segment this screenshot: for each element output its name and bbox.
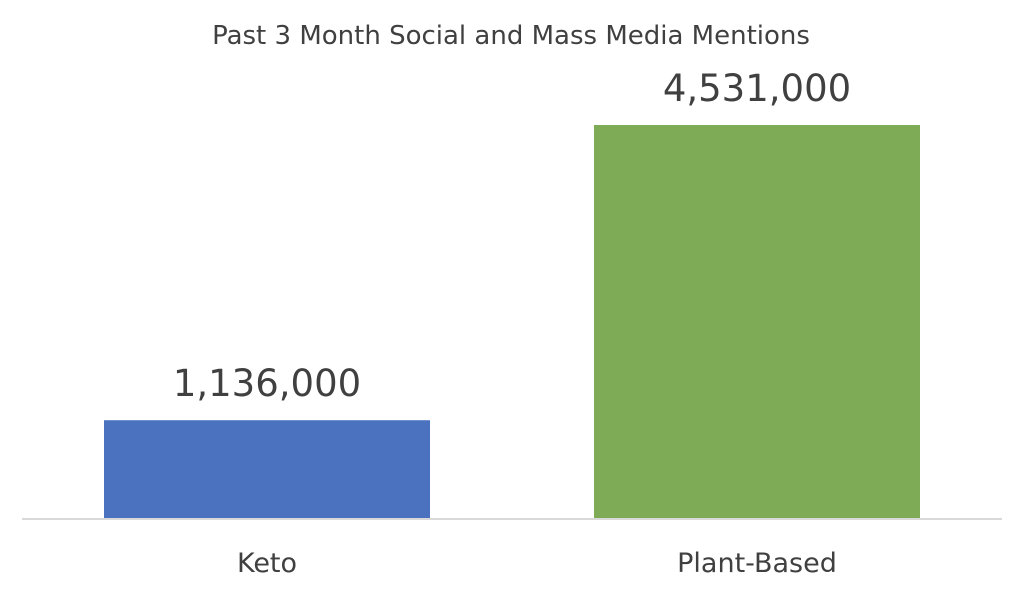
chart-title: Past 3 Month Social and Mass Media Menti… [212, 21, 810, 51]
data-label: 1,136,000 [173, 362, 361, 405]
bar-plant-based [594, 125, 920, 519]
bar-keto [104, 420, 430, 519]
bars-layer: 1,136,000 Keto 4,531,000 Plant-Based [104, 67, 920, 579]
category-label: Keto [237, 548, 297, 579]
data-label: 4,531,000 [663, 67, 851, 110]
category-label: Plant-Based [677, 548, 837, 579]
